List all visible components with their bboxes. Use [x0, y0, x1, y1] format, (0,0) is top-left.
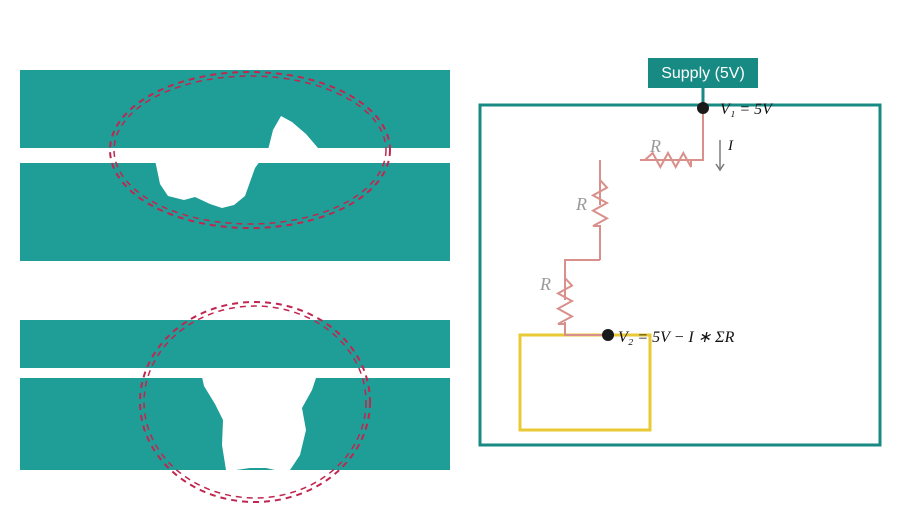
trace-bar-0 — [20, 70, 450, 148]
left-panel — [20, 70, 450, 502]
diagram-root: Supply (5V) R R R I V₁ = 5V V₂ = 5V − I ∗ ΣR — [0, 0, 900, 506]
v2-label: V₂ = 5V − I ∗ ΣR — [618, 329, 735, 346]
diagram-svg: Supply (5V) R R R I V₁ = 5V V₂ = 5V − I ∗ ΣR — [0, 0, 900, 506]
resistor-label-1: R — [575, 194, 587, 214]
resistor-label-0: R — [649, 136, 661, 156]
node-v2 — [602, 329, 614, 341]
right-panel: Supply (5V) R R R I V₁ = 5V V₂ = 5V − I ∗ ΣR — [480, 58, 880, 445]
inner-yellow-box — [520, 335, 650, 430]
wire-2 — [565, 260, 600, 300]
node-v1 — [697, 102, 709, 114]
v1-label: V₁ = 5V — [720, 101, 774, 118]
resistor-label-2: R — [539, 274, 551, 294]
trace-bar-2 — [20, 320, 450, 368]
wire-2-b — [565, 322, 605, 335]
current-label: I — [727, 138, 734, 154]
supply-label: Supply (5V) — [661, 65, 745, 82]
